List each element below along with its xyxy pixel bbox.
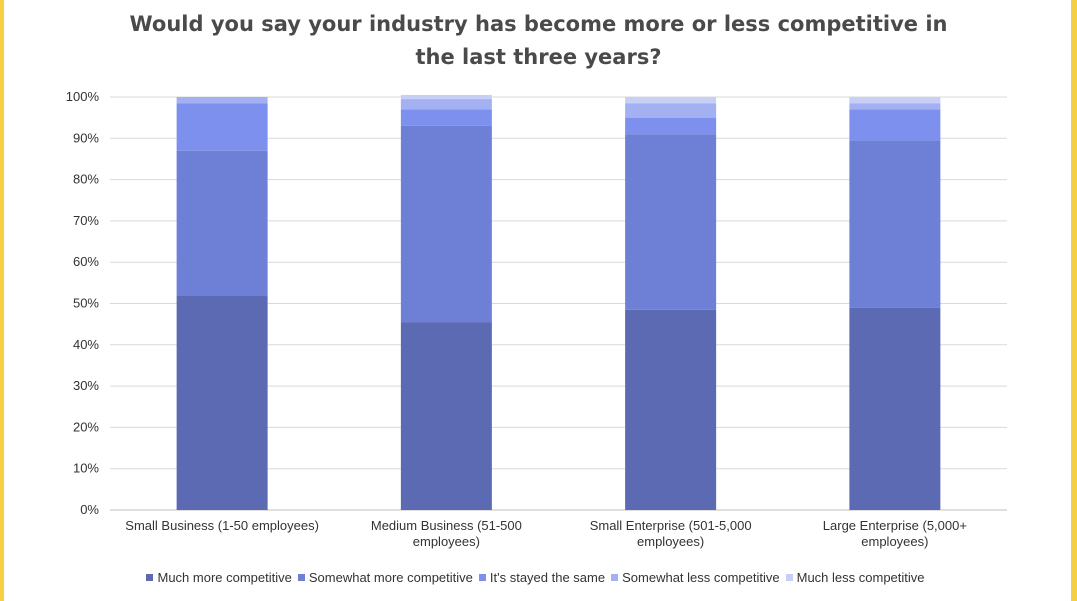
x-tick-label: Large Enterprise (5,000+: [823, 518, 967, 533]
bar-segment: [400, 322, 492, 510]
chart-title-line-1: Would you say your industry has become m…: [129, 12, 948, 36]
legend-swatch: [146, 574, 154, 581]
bar-segment: [176, 150, 268, 296]
bar-segment: [625, 103, 717, 118]
x-tick-label: Small Enterprise (501-5,000: [590, 518, 752, 533]
bar-segment: [849, 103, 941, 110]
y-tick-label: 70%: [73, 213, 99, 228]
bar-segment: [625, 97, 717, 104]
legend-label: Much more competitive: [157, 570, 292, 585]
y-tick-label: 90%: [73, 130, 99, 145]
x-tick-label: Medium Business (51-500: [371, 518, 522, 533]
y-tick-label: 0%: [80, 502, 99, 517]
chart-legend: Much more competitive Somewhat more compe…: [0, 570, 1077, 585]
y-tick-label: 60%: [73, 254, 99, 269]
legend-label: Somewhat more competitive: [308, 570, 473, 585]
legend-item: Much more competitive: [146, 570, 292, 585]
legend-swatch: [478, 574, 486, 581]
legend-item: Somewhat less competitive: [611, 570, 780, 585]
bar-segment: [400, 125, 492, 323]
chart-title-line-2: the last three years?: [415, 45, 662, 69]
bar-segment: [400, 94, 492, 100]
y-tick-label: 30%: [73, 378, 99, 393]
legend-swatch: [611, 574, 619, 581]
bar-segment: [849, 109, 941, 141]
y-tick-label: 10%: [73, 461, 99, 476]
bar-segment: [849, 97, 941, 104]
x-tick-label: Small Business (1-50 employees): [125, 518, 319, 533]
bar-segment: [849, 140, 941, 308]
chart-title: Would you say your industry has become m…: [0, 8, 1077, 74]
x-tick-label: employees): [861, 534, 928, 549]
legend-swatch: [297, 574, 305, 581]
bar-segment: [625, 309, 717, 510]
bar-segment: [176, 97, 268, 104]
y-tick-label: 50%: [73, 296, 99, 311]
bar-segment: [176, 295, 268, 510]
y-tick-label: 80%: [73, 172, 99, 187]
bar-segment: [176, 103, 268, 151]
legend-item: Much less competitive: [785, 570, 925, 585]
legend-item: It's stayed the same: [478, 570, 606, 585]
bar-segment: [849, 307, 941, 510]
bar-segment: [625, 117, 717, 135]
bar-segment: [400, 109, 492, 126]
legend-label: Somewhat less competitive: [622, 570, 780, 585]
x-tick-label: employees): [637, 534, 704, 549]
legend-label: It's stayed the same: [489, 570, 606, 585]
legend-swatch: [785, 574, 793, 581]
x-tick-label: employees): [413, 534, 480, 549]
bar-segment: [400, 99, 492, 110]
y-tick-label: 40%: [73, 337, 99, 352]
legend-label: Much less competitive: [796, 570, 925, 585]
bar-segment: [625, 134, 717, 310]
legend-item: Somewhat more competitive: [297, 570, 473, 585]
y-tick-label: 20%: [73, 419, 99, 434]
y-tick-label: 100%: [66, 89, 100, 104]
